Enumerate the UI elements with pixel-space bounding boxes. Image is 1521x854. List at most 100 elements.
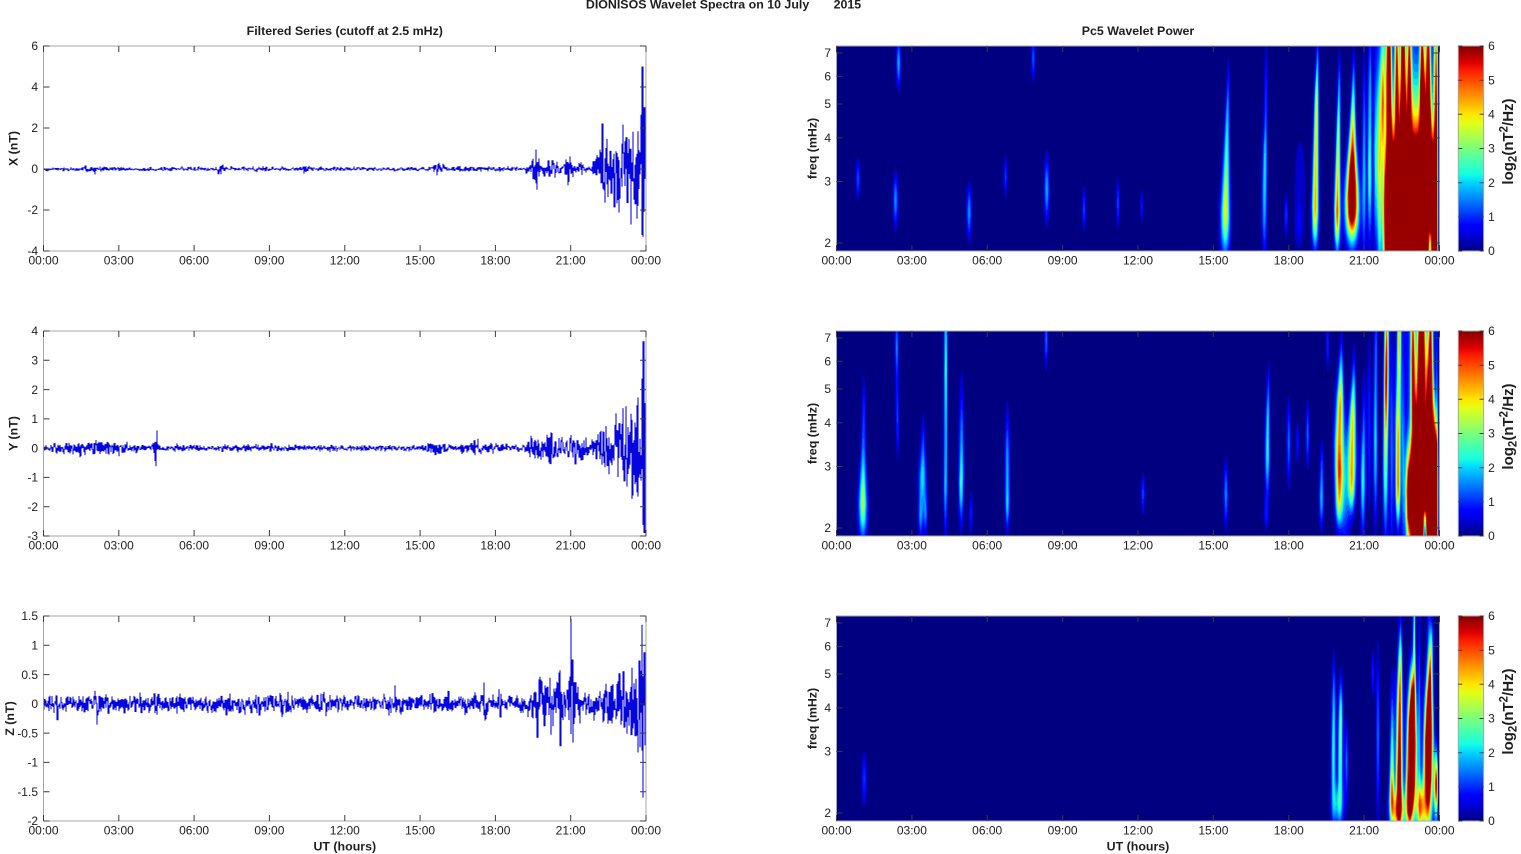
svg-text:freq (mHz): freq (mHz) bbox=[806, 403, 820, 464]
svg-text:5: 5 bbox=[824, 667, 831, 681]
svg-text:5: 5 bbox=[1488, 73, 1495, 87]
svg-text:00:00: 00:00 bbox=[821, 254, 851, 268]
svg-text:6: 6 bbox=[1488, 609, 1495, 623]
svg-text:6: 6 bbox=[824, 70, 831, 84]
svg-text:1.5: 1.5 bbox=[21, 609, 38, 623]
svg-text:4: 4 bbox=[824, 131, 831, 145]
svg-text:09:00: 09:00 bbox=[1048, 254, 1078, 268]
svg-text:5: 5 bbox=[1488, 643, 1495, 657]
svg-text:0: 0 bbox=[1488, 814, 1495, 828]
svg-text:00:00: 00:00 bbox=[631, 254, 661, 268]
svg-text:-0.5: -0.5 bbox=[17, 726, 38, 740]
svg-text:4: 4 bbox=[1488, 108, 1495, 122]
svg-text:freq (mHz): freq (mHz) bbox=[806, 688, 820, 749]
svg-text:00:00: 00:00 bbox=[1424, 824, 1454, 838]
svg-text:15:00: 15:00 bbox=[1198, 824, 1228, 838]
svg-text:4: 4 bbox=[824, 701, 831, 715]
svg-text:03:00: 03:00 bbox=[104, 539, 134, 553]
svg-text:-4: -4 bbox=[27, 244, 38, 258]
svg-text:-3: -3 bbox=[27, 529, 38, 543]
svg-text:12:00: 12:00 bbox=[1123, 539, 1153, 553]
svg-text:log2(nT2/Hz): log2(nT2/Hz) bbox=[1499, 668, 1520, 754]
svg-text:06:00: 06:00 bbox=[972, 539, 1002, 553]
svg-text:06:00: 06:00 bbox=[179, 254, 209, 268]
svg-text:03:00: 03:00 bbox=[104, 254, 134, 268]
svg-text:00:00: 00:00 bbox=[631, 539, 661, 553]
svg-text:2: 2 bbox=[1488, 461, 1495, 475]
svg-text:2: 2 bbox=[824, 236, 831, 250]
svg-text:2: 2 bbox=[31, 383, 38, 397]
svg-text:03:00: 03:00 bbox=[897, 254, 927, 268]
svg-text:00:00: 00:00 bbox=[28, 824, 58, 838]
svg-text:log2(nT2/Hz): log2(nT2/Hz) bbox=[1499, 98, 1520, 184]
svg-text:-1.5: -1.5 bbox=[17, 785, 38, 799]
svg-text:06:00: 06:00 bbox=[179, 824, 209, 838]
svg-text:Z (nT): Z (nT) bbox=[3, 701, 17, 735]
svg-text:06:00: 06:00 bbox=[972, 824, 1002, 838]
svg-text:0: 0 bbox=[31, 441, 38, 455]
svg-text:00:00: 00:00 bbox=[28, 254, 58, 268]
svg-text:00:00: 00:00 bbox=[1424, 254, 1454, 268]
svg-text:Y (nT): Y (nT) bbox=[7, 416, 21, 451]
svg-text:18:00: 18:00 bbox=[480, 254, 510, 268]
svg-text:7: 7 bbox=[824, 616, 831, 630]
svg-text:2015: 2015 bbox=[834, 0, 862, 12]
svg-text:15:00: 15:00 bbox=[405, 824, 435, 838]
svg-text:00:00: 00:00 bbox=[631, 824, 661, 838]
svg-text:1: 1 bbox=[1488, 210, 1495, 224]
svg-text:00:00: 00:00 bbox=[28, 539, 58, 553]
svg-text:00:00: 00:00 bbox=[821, 824, 851, 838]
svg-text:6: 6 bbox=[31, 39, 38, 53]
svg-text:21:00: 21:00 bbox=[556, 254, 586, 268]
svg-text:3: 3 bbox=[1488, 712, 1495, 726]
svg-text:-2: -2 bbox=[27, 814, 38, 828]
svg-text:3: 3 bbox=[824, 460, 831, 474]
svg-text:4: 4 bbox=[824, 416, 831, 430]
svg-text:-1: -1 bbox=[27, 471, 38, 485]
svg-text:09:00: 09:00 bbox=[254, 539, 284, 553]
svg-text:2: 2 bbox=[1488, 746, 1495, 760]
svg-text:2: 2 bbox=[824, 806, 831, 820]
svg-text:15:00: 15:00 bbox=[405, 539, 435, 553]
svg-text:4: 4 bbox=[31, 324, 38, 338]
svg-text:12:00: 12:00 bbox=[330, 254, 360, 268]
svg-text:03:00: 03:00 bbox=[897, 824, 927, 838]
svg-text:5: 5 bbox=[1488, 358, 1495, 372]
svg-text:1: 1 bbox=[1488, 495, 1495, 509]
svg-text:6: 6 bbox=[824, 640, 831, 654]
svg-text:12:00: 12:00 bbox=[330, 824, 360, 838]
svg-text:1: 1 bbox=[31, 412, 38, 426]
svg-text:3: 3 bbox=[824, 745, 831, 759]
svg-text:UT (hours): UT (hours) bbox=[313, 840, 376, 854]
svg-text:00:00: 00:00 bbox=[1424, 539, 1454, 553]
svg-text:UT (hours): UT (hours) bbox=[1107, 840, 1170, 854]
svg-text:6: 6 bbox=[824, 355, 831, 369]
svg-text:3: 3 bbox=[1488, 142, 1495, 156]
svg-text:5: 5 bbox=[824, 382, 831, 396]
svg-text:03:00: 03:00 bbox=[104, 824, 134, 838]
svg-text:21:00: 21:00 bbox=[556, 824, 586, 838]
svg-text:Filtered Series (cutoff at 2.5: Filtered Series (cutoff at 2.5 mHz) bbox=[247, 24, 443, 38]
svg-text:freq (mHz): freq (mHz) bbox=[806, 118, 820, 179]
svg-text:X (nT): X (nT) bbox=[7, 131, 21, 166]
svg-text:21:00: 21:00 bbox=[1349, 539, 1379, 553]
svg-text:0: 0 bbox=[1488, 244, 1495, 258]
svg-text:-2: -2 bbox=[27, 500, 38, 514]
svg-text:5: 5 bbox=[824, 97, 831, 111]
svg-text:21:00: 21:00 bbox=[1349, 824, 1379, 838]
svg-text:06:00: 06:00 bbox=[179, 539, 209, 553]
svg-text:18:00: 18:00 bbox=[480, 824, 510, 838]
svg-text:log2(nT2/Hz): log2(nT2/Hz) bbox=[1499, 383, 1520, 469]
svg-text:2: 2 bbox=[1488, 176, 1495, 190]
svg-text:18:00: 18:00 bbox=[480, 539, 510, 553]
svg-text:09:00: 09:00 bbox=[254, 254, 284, 268]
svg-text:1: 1 bbox=[31, 639, 38, 653]
svg-text:6: 6 bbox=[1488, 39, 1495, 53]
svg-text:00:00: 00:00 bbox=[821, 539, 851, 553]
svg-text:0.5: 0.5 bbox=[21, 668, 38, 682]
svg-text:09:00: 09:00 bbox=[254, 824, 284, 838]
svg-text:12:00: 12:00 bbox=[1123, 824, 1153, 838]
svg-text:-2: -2 bbox=[27, 203, 38, 217]
svg-text:09:00: 09:00 bbox=[1048, 539, 1078, 553]
svg-text:4: 4 bbox=[31, 80, 38, 94]
